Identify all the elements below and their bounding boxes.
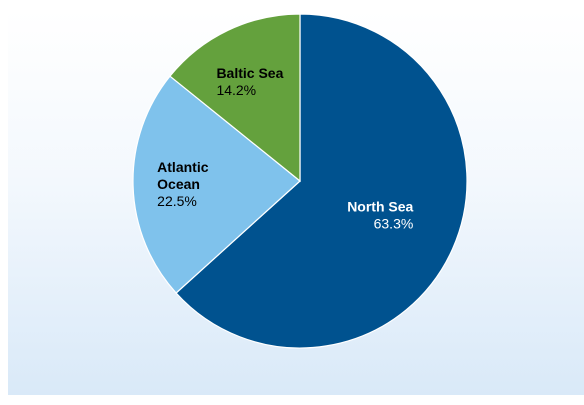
slice-value-label: 63.3% <box>374 215 414 231</box>
slice-name-label: Atlantic <box>157 159 209 175</box>
pie-chart: North Sea 63.3% Atlantic Ocean 22.5% Baltic S… <box>132 13 468 349</box>
pie-slice-north-sea <box>175 13 468 349</box>
slice-name-label: Ocean <box>157 176 200 192</box>
chart-panel: North Sea 63.3% Atlantic Ocean 22.5% Baltic S… <box>8 10 584 395</box>
slice-label-atlantic-ocean: Atlantic Ocean 22.5% <box>157 159 209 209</box>
slice-label-north-sea: North Sea 63.3% <box>347 198 413 231</box>
slice-name-label: North Sea <box>347 198 413 214</box>
pie-slice-atlantic-ocean <box>132 75 301 294</box>
slice-name-label: Baltic Sea <box>216 65 283 81</box>
pie-slice-baltic-sea <box>169 13 301 183</box>
slice-value-label: 22.5% <box>157 193 197 209</box>
slice-label-baltic-sea: Baltic Sea 14.2% <box>216 65 283 98</box>
slice-value-label: 14.2% <box>216 82 256 98</box>
